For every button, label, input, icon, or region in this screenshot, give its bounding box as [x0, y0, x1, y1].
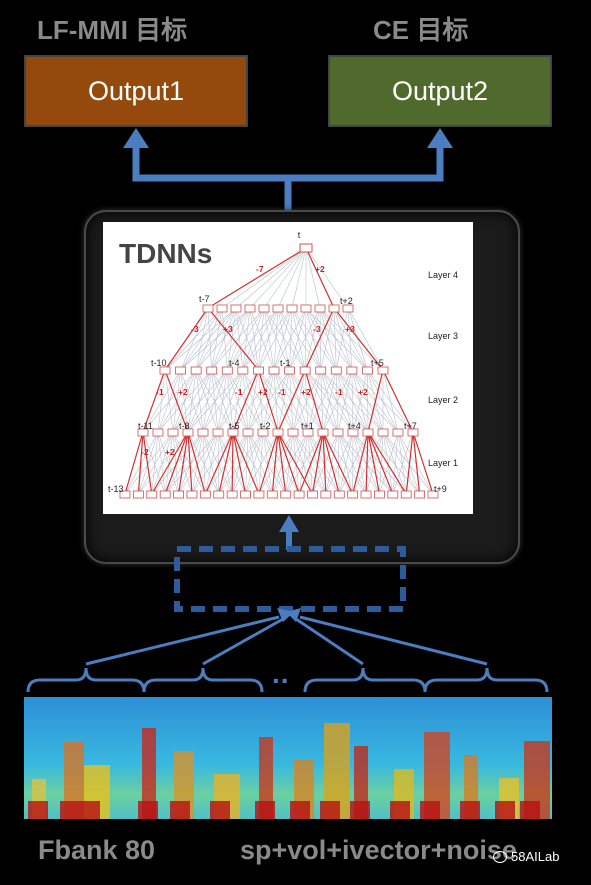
offset-l4-right: +2 — [315, 264, 325, 274]
offset-l2-e: -1 — [278, 387, 286, 397]
top-node-label: t — [298, 230, 301, 240]
node-t-7: t-7 — [199, 294, 210, 304]
node-t-8: t-8 — [179, 421, 190, 431]
output1-box: Output1 — [24, 55, 248, 127]
ce-target-label: CE 目标 — [373, 15, 469, 45]
offset-l2-a: -1 — [156, 387, 164, 397]
node-t-4: t-4 — [229, 358, 240, 368]
node-t+1: t+1 — [301, 421, 314, 431]
offset-l1-right: +2 — [165, 447, 175, 457]
node-t-1: t-1 — [280, 358, 291, 368]
tdnn-title: TDNNs — [119, 238, 213, 269]
output2-arrowhead — [427, 128, 453, 148]
offset-l2-f: +2 — [301, 387, 311, 397]
offset-l1-left: -2 — [141, 447, 149, 457]
frame-braces — [26, 667, 549, 693]
output1-label: Output1 — [87, 75, 185, 106]
node-t-5: t-5 — [229, 421, 240, 431]
offset-l4-left: -7 — [256, 264, 264, 274]
node-t+5: t+5 — [371, 358, 384, 368]
brace-1 — [26, 667, 146, 693]
output2-box: Output2 — [328, 55, 552, 127]
offset-l3-d: +3 — [345, 324, 355, 334]
node-t-10: t-10 — [151, 358, 167, 368]
offset-l3-a: -3 — [191, 324, 199, 334]
layer3-label: Layer 3 — [428, 331, 458, 341]
node-rows — [119, 243, 439, 499]
layer2-label: Layer 2 — [428, 395, 458, 405]
watermark: 58AILab — [493, 849, 559, 864]
converging-arrowhead-2 — [286, 608, 301, 622]
watermark-label: 58AILab — [511, 849, 560, 864]
spectrogram — [24, 697, 552, 819]
layer1-label: Layer 1 — [428, 458, 458, 468]
node-t+4: t+4 — [348, 421, 361, 431]
offset-l3-c: -3 — [313, 324, 321, 334]
tdnn-panel: TDNNs t Layer 4 Layer 3 Layer 2 Layer 1 … — [103, 222, 473, 514]
offset-l2-g: -1 — [335, 387, 343, 397]
features-label: sp+vol+ivector+noise — [240, 835, 517, 865]
offset-l2-c: -1 — [235, 387, 243, 397]
input-left-label: t-13 — [108, 484, 124, 494]
layer4-label: Layer 4 — [428, 270, 458, 280]
converging-arrows — [85, 615, 488, 666]
offset-l3-b: +3 — [223, 324, 233, 334]
red-connections — [124, 247, 434, 495]
context-dashed-box — [174, 546, 406, 612]
node-t-11: t-11 — [138, 421, 153, 431]
node-t+7: t+7 — [404, 421, 417, 431]
tdnn-network-diagram: t Layer 4 Layer 3 Layer 2 Layer 1 t-7 t+… — [108, 230, 458, 499]
offset-l2-b: +2 — [178, 387, 188, 397]
node-t-2: t-2 — [260, 421, 271, 431]
offset-l2-h: +2 — [358, 387, 368, 397]
brace-4 — [423, 667, 549, 693]
output1-arrowhead — [123, 128, 149, 148]
fbank-label: Fbank 80 — [38, 835, 156, 865]
brace-2 — [142, 667, 264, 693]
output2-label: Output2 — [391, 75, 489, 106]
input-right-label: t+9 — [434, 484, 447, 494]
dashed-to-tdnn-arrowhead — [279, 515, 299, 532]
offset-l2-d: +2 — [258, 387, 268, 397]
wechat-icon — [493, 850, 507, 863]
lf-mmi-target-label: LF-MMI 目标 — [37, 15, 188, 45]
ellipsis: .. — [272, 658, 290, 689]
node-t+2: t+2 — [340, 296, 353, 306]
brace-3 — [303, 667, 427, 693]
